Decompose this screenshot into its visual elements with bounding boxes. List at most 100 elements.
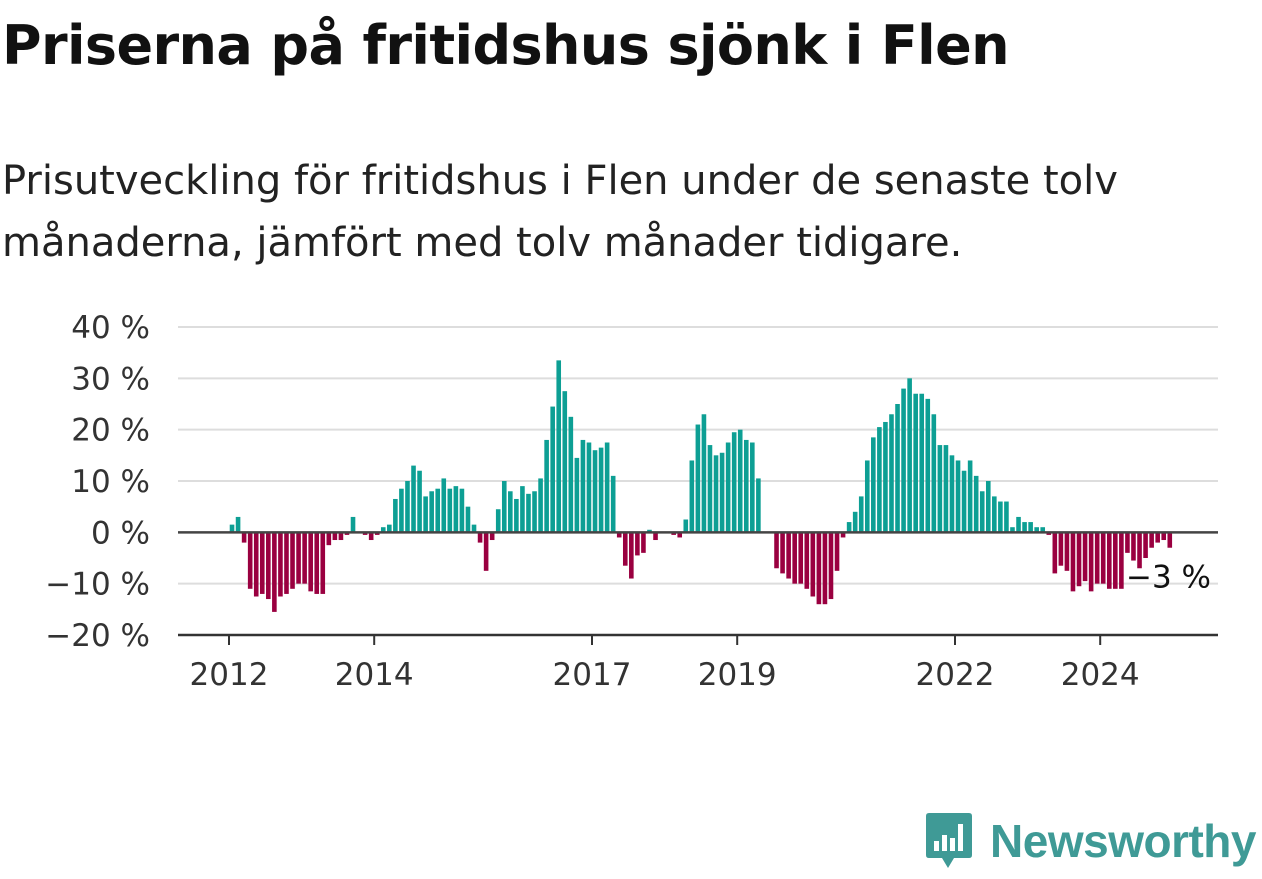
bar — [895, 404, 900, 533]
bar — [350, 516, 356, 533]
x-tick-label: 2024 — [1061, 657, 1140, 693]
bar — [1004, 501, 1009, 533]
bar — [653, 532, 658, 541]
x-tick-label: 2017 — [553, 657, 632, 693]
bar — [1100, 532, 1106, 584]
bar — [798, 532, 804, 584]
x-tick-label: 2022 — [916, 657, 995, 693]
bar — [1046, 532, 1052, 535]
bar — [647, 529, 652, 533]
bar — [834, 532, 840, 571]
bar — [380, 527, 386, 533]
bar — [877, 427, 882, 533]
bar — [961, 470, 967, 533]
bar — [326, 532, 332, 546]
newsworthy-logo-icon — [926, 813, 973, 868]
bar — [858, 496, 864, 533]
bar — [598, 447, 604, 533]
x-tick-label: 2019 — [698, 657, 777, 693]
bar — [949, 455, 955, 533]
bar — [1088, 532, 1094, 592]
y-tick-label: 40 % — [71, 310, 150, 346]
bar — [411, 465, 416, 533]
bar — [532, 491, 537, 533]
bar — [889, 414, 894, 533]
bar — [635, 532, 640, 556]
bar — [1034, 527, 1039, 533]
bar — [429, 491, 434, 533]
bar — [284, 532, 289, 594]
bar — [574, 457, 580, 533]
bar — [465, 506, 471, 533]
bar — [701, 414, 707, 533]
bar — [943, 445, 949, 533]
bar — [538, 478, 543, 533]
bar — [1022, 522, 1027, 533]
bar — [985, 481, 991, 533]
bar — [332, 532, 338, 541]
bar — [235, 516, 241, 533]
bar — [459, 488, 465, 533]
bar — [677, 532, 683, 538]
bar — [925, 398, 931, 533]
bar — [671, 532, 676, 535]
bar — [477, 532, 483, 543]
bar — [973, 475, 979, 533]
bar — [308, 532, 313, 592]
bar — [967, 460, 973, 533]
bar — [526, 493, 531, 533]
bar — [387, 524, 392, 533]
bar — [592, 450, 598, 533]
annotations: −3 % — [1126, 560, 1211, 596]
bar — [1155, 532, 1160, 543]
bar — [417, 470, 422, 533]
bar — [1149, 532, 1154, 548]
bar — [979, 491, 985, 533]
bar — [864, 460, 870, 533]
bar — [423, 496, 428, 533]
bar — [259, 532, 265, 594]
bar — [901, 388, 906, 533]
bar — [435, 488, 441, 533]
bar — [998, 501, 1003, 533]
bar — [774, 532, 779, 569]
bar — [586, 442, 592, 533]
y-tick-label: −10 % — [45, 567, 150, 603]
bar — [568, 416, 574, 533]
last-value-label: −3 % — [1126, 560, 1211, 596]
bar-chart: 40 %30 %20 %10 %0 %−10 %−20 % 2012 2014 20… — [45, 310, 1218, 693]
bar — [1137, 532, 1142, 569]
bar — [1058, 532, 1064, 566]
chart-title: Priserna på fritidshus sjönk i Flen — [2, 14, 1010, 77]
bar — [296, 532, 301, 584]
bar — [405, 481, 410, 533]
bar — [1167, 532, 1173, 548]
y-tick-label: 10 % — [71, 464, 150, 500]
bar — [629, 532, 634, 579]
bar — [556, 360, 562, 533]
bar — [453, 486, 459, 533]
bar — [562, 391, 568, 533]
bar — [828, 532, 834, 600]
bar — [937, 445, 943, 533]
bar — [1064, 532, 1070, 571]
bar — [550, 406, 555, 533]
bar — [544, 439, 549, 533]
bar — [822, 532, 828, 605]
bar — [362, 532, 368, 535]
bar — [501, 481, 507, 533]
bar — [266, 532, 271, 600]
bars — [229, 360, 1173, 612]
bar — [1125, 532, 1130, 553]
bar — [756, 478, 761, 533]
bar — [247, 532, 253, 589]
bar — [616, 532, 622, 538]
bar — [241, 532, 247, 543]
bar — [344, 532, 350, 535]
bar — [816, 532, 822, 605]
bar — [393, 498, 398, 533]
bar — [931, 414, 937, 533]
bar — [1082, 532, 1088, 582]
bar — [471, 524, 477, 533]
bar — [689, 460, 695, 533]
